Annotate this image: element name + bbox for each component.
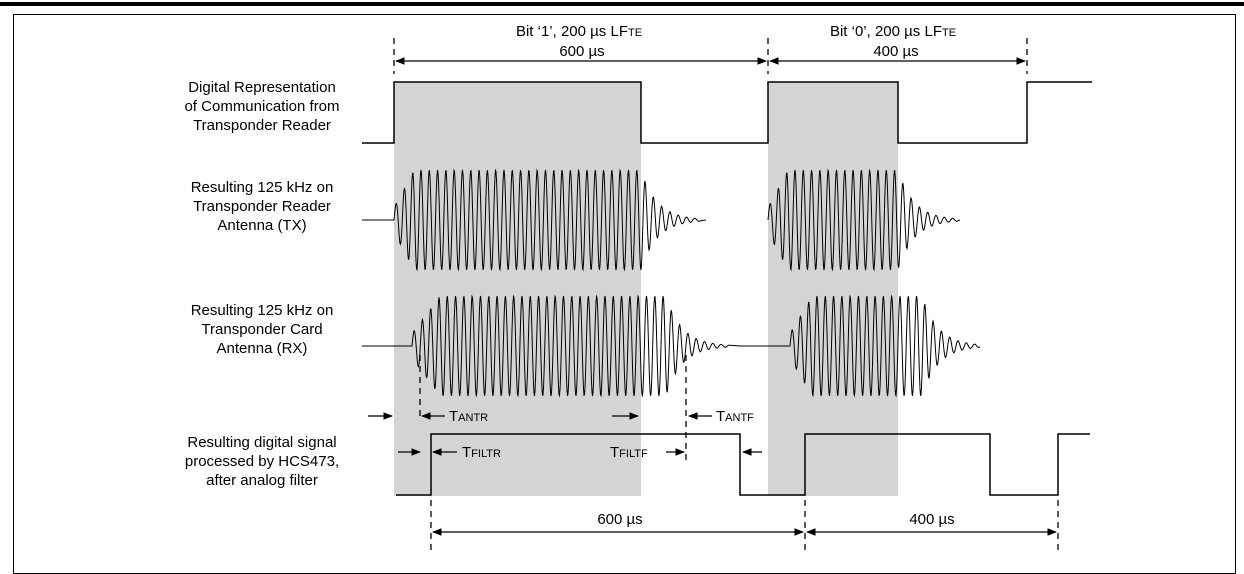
row-label-reader-antenna: Resulting 125 kHz on Transponder Reader … <box>191 179 334 234</box>
svg-text:after analog filter: after analog filter <box>206 472 318 489</box>
shade-bit1 <box>394 82 641 496</box>
timing-diagram: Digital Representation of Communication … <box>184 23 1092 553</box>
rx-antenna-waveform <box>362 294 741 398</box>
row-label-card-antenna: Resulting 125 kHz on Transponder Card An… <box>191 302 334 357</box>
t-antr-label: TANTR <box>449 408 488 425</box>
svg-text:Resulting digital signal: Resulting digital signal <box>187 434 336 451</box>
bit0-label: Bit ‘0’, 200 µs LFTE <box>830 23 956 40</box>
svg-text:Antenna (TX): Antenna (TX) <box>217 217 306 234</box>
tx-antenna-waveform <box>362 168 707 272</box>
bit1-label: Bit ‘1’, 200 µs LFTE <box>516 23 642 40</box>
shade-bit0 <box>768 82 898 496</box>
bit0-duration: 400 µs <box>873 43 918 60</box>
bottom-600-label: 600 µs <box>597 511 642 528</box>
svg-text:of Communication from: of Communication from <box>184 98 339 115</box>
tx-antenna-waveform-bit0 <box>767 168 961 272</box>
reader-digital-waveform <box>362 81 1092 144</box>
rx-antenna-waveform-bit0 <box>740 294 981 398</box>
t-filtr-label: TFILTR <box>462 444 501 461</box>
svg-text:Transponder Reader: Transponder Reader <box>193 198 331 215</box>
svg-text:Resulting 125 kHz on: Resulting 125 kHz on <box>191 179 334 196</box>
dashed-guides <box>393 38 1059 553</box>
svg-text:Antenna (RX): Antenna (RX) <box>217 340 308 357</box>
bit1-duration: 600 µs <box>559 43 604 60</box>
svg-text:Digital Representation: Digital Representation <box>188 79 336 96</box>
svg-text:Transponder Reader: Transponder Reader <box>193 117 331 134</box>
bottom-400-label: 400 µs <box>909 511 954 528</box>
row-label-reader-digital: Digital Representation of Communication … <box>184 79 339 134</box>
row-label-filtered-signal: Resulting digital signal processed by HC… <box>185 434 339 489</box>
t-filtf-label: TFILTF <box>610 444 648 461</box>
svg-text:Resulting 125 kHz on: Resulting 125 kHz on <box>191 302 334 319</box>
svg-text:Transponder Card: Transponder Card <box>201 321 322 338</box>
svg-text:processed by HCS473,: processed by HCS473, <box>185 453 339 470</box>
filtered-digital-waveform <box>396 433 1090 496</box>
t-antf-label: TANTF <box>716 408 754 425</box>
header-bar <box>0 0 1244 14</box>
